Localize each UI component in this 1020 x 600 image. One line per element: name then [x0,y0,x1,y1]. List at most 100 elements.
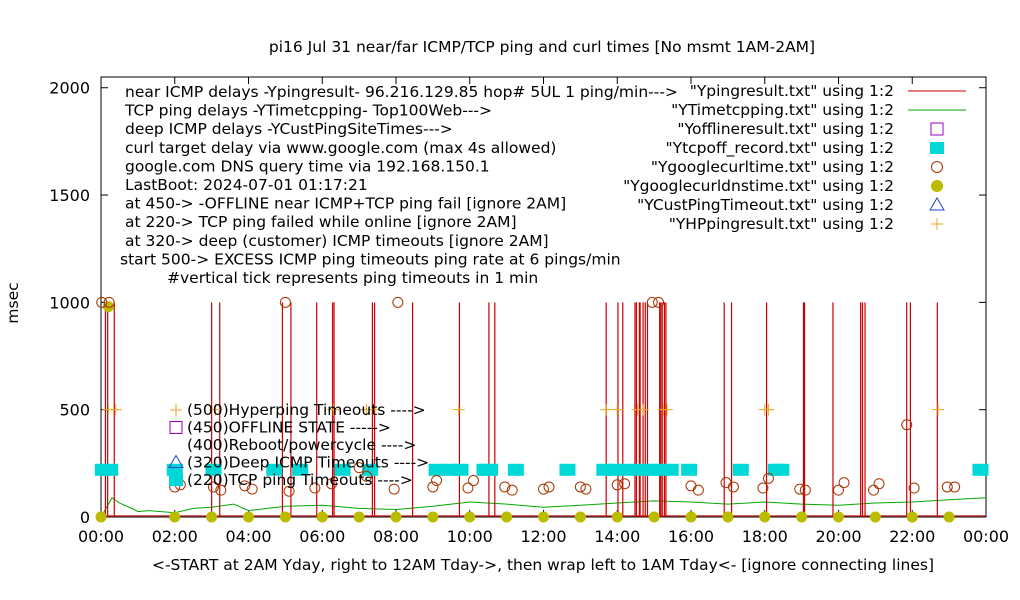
x-tick-label: 18:00 [742,527,788,546]
dns-time-point [796,511,808,523]
note-line: start 500-> EXCESS ICMP ping timeouts pi… [120,250,621,268]
curl-time-point [873,478,885,490]
dns-time-point [206,511,218,523]
curl-time-point [96,296,108,308]
note-line: google.com DNS query time via 192.168.15… [125,157,490,175]
x-tick-label: 00:00 [78,527,124,546]
tcp-off-marker [732,463,749,476]
dns-time-point [390,511,402,523]
y-tick-label: 2000 [49,79,90,98]
dns-time-point [648,511,660,523]
hyperping-timeout-point [762,403,775,416]
curl-time-point [392,296,404,308]
tcp-off-marker [266,463,283,476]
tcp-off-marker [681,463,698,476]
note-line: TCP ping delays -YTimetcpping- Top100Web… [124,102,492,120]
dns-time-point [833,511,844,523]
hyperping-timeout-point [932,403,945,416]
tcp-off-marker [559,463,576,476]
y-tick-label: 1500 [49,186,90,205]
tcp-off-marker [428,463,445,476]
legend-label: "YHPpingresult.txt" using 1:2 [669,215,894,233]
curl-time-point [685,480,697,492]
x-axis-label: <-START at 2AM Yday, right to 12AM Tday-… [152,556,934,574]
legend-circle-swatch [931,161,943,173]
x-tick-label: 14:00 [594,527,640,546]
annotation-square-marker [169,474,183,486]
annotation-text: (320)Deep ICMP Timeouts ----> [187,454,429,472]
tcp-off-marker [482,463,499,476]
note-line: at 450-> -OFFLINE near ICMP+TCP ping fai… [125,195,566,213]
tcp-off-marker [618,463,635,476]
dns-time-point [611,511,623,523]
curl-time-point [868,484,880,496]
curl-time-point [431,475,443,487]
curl-time-point [757,482,769,494]
curl-time-point [499,481,511,493]
tcp-off-marker [292,463,309,476]
dns-time-point [95,511,107,523]
y-axis-label: msec [4,282,22,323]
curl-time-point [215,484,227,496]
hyperping-timeout-point [209,403,222,416]
x-tick-label: 10:00 [447,527,493,546]
curl-time-point [279,296,291,308]
tcp-off-marker [662,463,679,476]
x-tick-label: 12:00 [520,527,566,546]
note-line: near ICMP delays -Ypingresult- 96.216.12… [125,83,678,101]
legend-square-swatch [930,142,944,154]
x-tick-label: 00:00 [963,527,1009,546]
annotation-plus-marker [170,404,182,416]
legend: "Ypingresult.txt" using 1:2"YTimetcpping… [623,82,966,233]
dns-time-point [316,511,328,523]
annotation-square-marker [169,421,183,434]
curl-time-point [653,296,665,308]
curl-time-point [838,477,850,489]
legend-label: "YTimetcpping.txt" using 1:2 [671,101,894,119]
curl-time-point [543,481,555,493]
legend-circle-swatch [931,180,943,192]
dns-time-point [279,511,291,523]
x-tick-label: 08:00 [373,527,419,546]
dns-time-point [538,511,549,523]
y-tick-label: 500 [59,401,90,420]
chart-annotations: (500)Hyperping Timeouts ---->(450)OFFLIN… [168,401,429,489]
annotation-text: (400)Reboot/powercycle ----> [187,436,416,454]
tcp-off-marker [362,463,379,476]
dns-time-point [169,511,181,523]
curl-time-point [462,482,474,494]
dns-time-point [943,511,955,523]
curl-time-point [283,485,295,497]
y-tick-label: 1000 [49,293,90,312]
curl-time-point [833,484,844,496]
hyperping-timeout-point [327,403,340,416]
curl-time-point [246,483,258,495]
curl-time-point [727,481,739,493]
curl-time-point [353,462,365,474]
tcp-off-marker [507,463,524,476]
annotation-triangle-marker [168,454,184,468]
x-tick-label: 22:00 [889,527,935,546]
curl-time-point [309,482,321,494]
hyperping-timeout-point [367,403,380,416]
dns-time-point [574,511,586,523]
curl-time-point [908,482,920,494]
annotation-text: (220)TCP ping Timeouts ----> [187,471,413,489]
curl-time-point [762,472,774,484]
hyperping-timeout-point [452,403,465,416]
curl-time-point [574,481,586,493]
tcp-off-marker [166,463,183,476]
series-tcp-line [100,496,987,518]
note-line: deep ICMP delays -YCustPingSiteTimes---> [125,120,453,138]
note-line: #vertical tick represents ping timeouts … [167,269,538,287]
curl-time-point [361,470,372,482]
tcp-off-marker [972,463,989,476]
curl-time-point [794,483,806,495]
dns-time-point [906,511,918,523]
hyperping-timeout-point [637,403,650,416]
curl-time-point [611,479,623,491]
curl-time-point [799,484,811,496]
curl-time-point [388,483,400,495]
legend-label: "Ygooglecurltime.txt" using 1:2 [651,158,894,176]
dns-time-point [243,511,254,523]
